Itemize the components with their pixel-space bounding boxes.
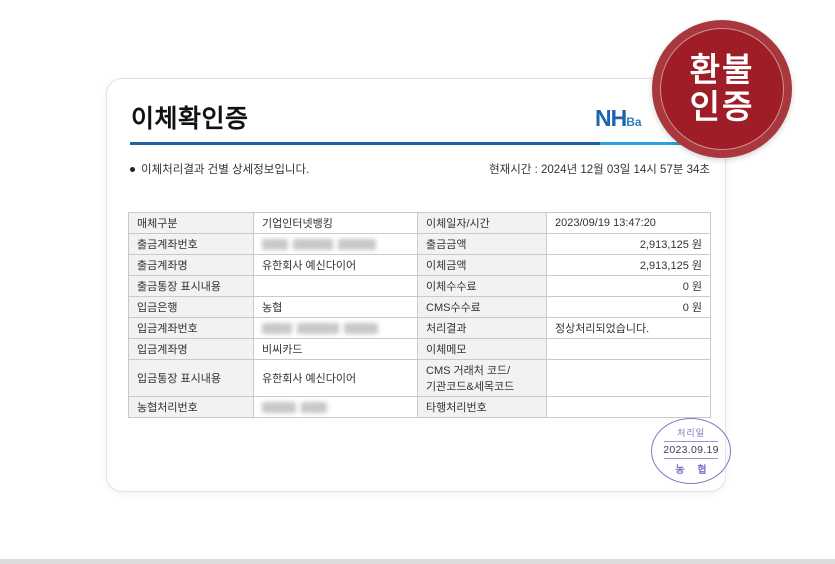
value-cell: 기업인터넷뱅킹 bbox=[253, 212, 418, 234]
table-row: 출금계좌명 유한회사 예신다이어 이체금액 2,913,125 원 bbox=[128, 254, 711, 276]
value-cell: 2,913,125 원 bbox=[546, 254, 711, 276]
table-row: 매체구분 기업인터넷뱅킹 이체일자/시간 2023/09/19 13:47:20 bbox=[128, 212, 711, 234]
label-cell: 타행처리번호 bbox=[417, 396, 547, 418]
value-cell bbox=[546, 396, 711, 418]
label-cell: 출금금액 bbox=[417, 233, 547, 255]
value-cell bbox=[253, 317, 418, 339]
table-row: 입금통장 표시내용 유한회사 예신다이어 CMS 거래처 코드/ 기관코드&세목코드 bbox=[128, 359, 711, 397]
date-stamp-divider bbox=[664, 458, 718, 459]
masked-value-block bbox=[262, 322, 292, 334]
label-cell: CMS 거래처 코드/ 기관코드&세목코드 bbox=[417, 359, 547, 397]
masked-value-block bbox=[293, 238, 333, 250]
value-cell: 2,913,125 원 bbox=[546, 233, 711, 255]
bottom-divider-strip bbox=[0, 559, 835, 564]
nh-logo-text: NH bbox=[595, 105, 627, 131]
value-cell: 농협 bbox=[253, 296, 418, 318]
transfer-table-body: 매체구분 기업인터넷뱅킹 이체일자/시간 2023/09/19 13:47:20 출금계… bbox=[128, 212, 711, 418]
label-cell: 이체금액 bbox=[417, 254, 547, 276]
value-cell: 0 원 bbox=[546, 275, 711, 297]
value-cell: 비씨카드 bbox=[253, 338, 418, 360]
transfer-table: 매체구분 기업인터넷뱅킹 이체일자/시간 2023/09/19 13:47:20 출금계… bbox=[128, 212, 711, 418]
refund-stamp-line1: 환불 bbox=[689, 51, 755, 89]
label-cell: 입금은행 bbox=[128, 296, 254, 318]
masked-value-block bbox=[301, 401, 327, 413]
label-cell: 출금계좌번호 bbox=[128, 233, 254, 255]
value-cell: 2023/09/19 13:47:20 bbox=[546, 212, 711, 234]
masked-value-block bbox=[297, 322, 339, 334]
masked-value-block bbox=[344, 322, 378, 334]
table-row: 입금계좌번호 처리결과 정상처리되었습니다. bbox=[128, 317, 711, 339]
table-row: 출금통장 표시내용 이체수수료 0 원 bbox=[128, 275, 711, 297]
page-title: 이체확인증 bbox=[131, 105, 249, 133]
masked-value-block bbox=[262, 238, 288, 250]
label-cell: 입금계좌명 bbox=[128, 338, 254, 360]
table-row: 입금계좌명 비씨카드 이체메모 bbox=[128, 338, 711, 360]
nh-logo-bank-text: Ba bbox=[626, 115, 642, 129]
info-row: 이체처리결과 건별 상세정보입니다. 현재시간 : 2024년 12월 03일 … bbox=[130, 161, 710, 177]
label-cell: 출금통장 표시내용 bbox=[128, 275, 254, 297]
label-cell: 매체구분 bbox=[128, 212, 254, 234]
value-cell bbox=[253, 233, 418, 255]
label-cell: 입금계좌번호 bbox=[128, 317, 254, 339]
refund-verification-stamp: 환불 인증 bbox=[652, 20, 792, 158]
table-row: 입금은행 농협 CMS수수료 0 원 bbox=[128, 296, 711, 318]
current-time-text: 현재시간 : 2024년 12월 03일 14시 57분 34초 bbox=[489, 164, 710, 176]
table-row: 농협처리번호 타행처리번호 bbox=[128, 396, 711, 418]
masked-value-block bbox=[262, 401, 296, 413]
label-cell: 처리결과 bbox=[417, 317, 547, 339]
processing-date-stamp: 처리일 2023.09.19 농 협 bbox=[651, 418, 731, 484]
transfer-confirmation-card: 이체확인증 NHBa 이체처리결과 건별 상세정보입니다. 현재시간 : 202… bbox=[106, 78, 731, 492]
masked-value-block bbox=[338, 238, 376, 250]
value-cell: 유한회사 예신다이어 bbox=[253, 359, 418, 397]
label-cell: 농협처리번호 bbox=[128, 396, 254, 418]
label-cell: CMS수수료 bbox=[417, 296, 547, 318]
label-cell: 이체메모 bbox=[417, 338, 547, 360]
value-cell: 유한회사 예신다이어 bbox=[253, 254, 418, 276]
date-stamp-divider bbox=[664, 441, 718, 442]
label-cell: 입금통장 표시내용 bbox=[128, 359, 254, 397]
label-cell: 이체일자/시간 bbox=[417, 212, 547, 234]
value-cell bbox=[546, 359, 711, 397]
nh-bank-logo: NHBa bbox=[595, 105, 642, 132]
date-stamp-date: 2023.09.19 bbox=[663, 444, 719, 456]
refund-stamp-line2: 인증 bbox=[689, 88, 755, 125]
date-stamp-label: 처리일 bbox=[677, 428, 705, 438]
value-cell bbox=[253, 275, 418, 297]
refund-stamp-inner: 환불 인증 bbox=[660, 28, 784, 150]
info-bullet-text: 이체처리결과 건별 상세정보입니다. bbox=[141, 164, 310, 176]
value-cell bbox=[546, 338, 711, 360]
label-cell: 이체수수료 bbox=[417, 275, 547, 297]
value-cell bbox=[253, 396, 418, 418]
label-cell: 출금계좌명 bbox=[128, 254, 254, 276]
bullet-icon bbox=[130, 166, 135, 172]
value-cell: 0 원 bbox=[546, 296, 711, 318]
table-row: 출금계좌번호 출금금액 2,913,125 원 bbox=[128, 233, 711, 255]
date-stamp-bank: 농 협 bbox=[675, 465, 712, 476]
header-divider bbox=[130, 142, 710, 145]
value-cell: 정상처리되었습니다. bbox=[546, 317, 711, 339]
